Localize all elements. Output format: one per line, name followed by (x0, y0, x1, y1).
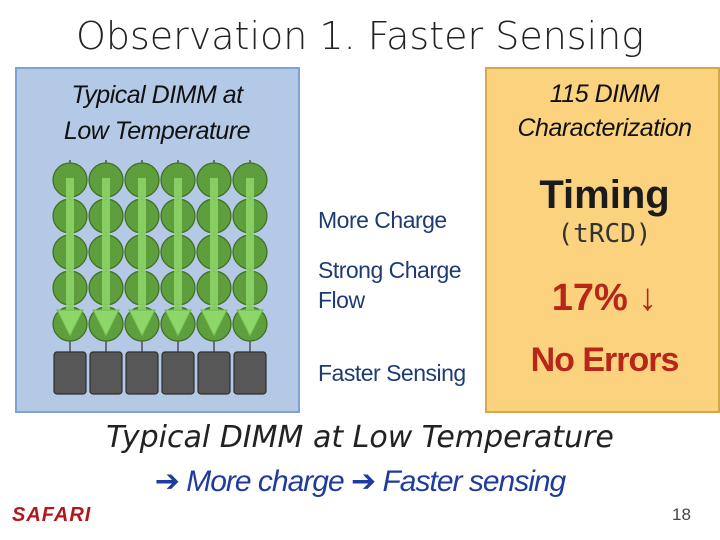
summary-flow: ➔ More charge ➔ Faster sensing (0, 464, 720, 499)
arrow-right-icon: ➔ (351, 465, 376, 498)
label-faster-sensing: Faster Sensing (318, 360, 466, 386)
reduction-value: 17% ↓ (551, 277, 658, 319)
left-heading-line2: Low Temperature (63, 117, 251, 145)
safari-logo: SAFARI (12, 504, 92, 526)
summary-line: Typical DIMM at Low Temperature (106, 420, 614, 455)
strong-flow-line2: Flow (318, 287, 365, 313)
strong-flow-line1: Strong Charge (318, 257, 462, 283)
sense-amplifier (125, 351, 159, 395)
arrow-shaft (246, 178, 254, 313)
arrow-head-icon (128, 309, 156, 338)
arrow-shaft (66, 178, 74, 313)
dram-cell-array (52, 160, 268, 395)
label-more-charge: More Charge (318, 207, 447, 233)
right-heading-line2: Characterization (517, 114, 692, 142)
summary-faster-sensing: Faster sensing (382, 465, 566, 498)
summary-more-charge: More charge (186, 465, 344, 498)
arrow-head-icon (236, 309, 264, 338)
arrow-shaft (210, 178, 218, 313)
cell-grid (52, 162, 268, 342)
arrow-head-icon (92, 309, 120, 338)
right-panel-heading: 115 DIMM Characterization (487, 77, 720, 145)
right-heading-line1: 115 DIMM (549, 80, 660, 108)
timing-label: Timing (539, 173, 670, 217)
arrow-head-icon (200, 309, 228, 338)
slide-title: Observation 1. Faster Sensing (75, 14, 645, 58)
arrow-head-icon (56, 309, 84, 338)
left-panel-heading: Typical DIMM at Low Temperature (17, 77, 297, 149)
sense-amplifier (233, 351, 267, 395)
sense-amplifier (161, 351, 195, 395)
no-errors-label: No Errors (530, 341, 680, 379)
arrow-shaft (138, 178, 146, 313)
label-strong-charge-flow: Strong Charge Flow (318, 255, 462, 315)
page-number: 18 (672, 505, 691, 524)
trcd-label: (tRCD) (557, 219, 652, 249)
left-heading-line1: Typical DIMM at (71, 81, 243, 109)
sense-amplifier (197, 351, 231, 395)
arrow-head-icon (164, 309, 192, 338)
sense-amplifier (53, 351, 87, 395)
arrow-right-icon: ➔ (154, 465, 180, 498)
sense-amplifier (89, 351, 123, 395)
arrow-shaft (174, 178, 182, 313)
characterization-panel: 115 DIMM Characterization Timing (tRCD) … (485, 67, 720, 413)
sense-amplifiers (53, 351, 267, 395)
charge-flow-arrows (56, 178, 264, 338)
arrow-shaft (102, 178, 110, 313)
